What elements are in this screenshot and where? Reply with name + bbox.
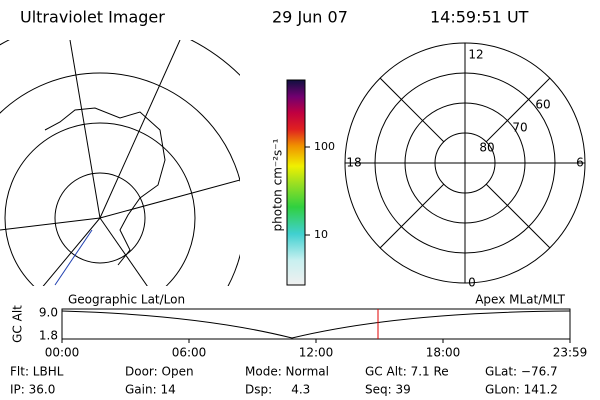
map bbox=[0, 40, 240, 286]
status-field: Gain: 14 bbox=[125, 383, 176, 397]
status-field: Dsp: 4.3 bbox=[245, 383, 310, 397]
geo-label: Geographic Lat/Lon bbox=[68, 293, 185, 307]
lat-label: 60 bbox=[535, 98, 550, 112]
title: Ultraviolet Imager bbox=[20, 8, 165, 27]
x-tick-label: 12:00 bbox=[299, 346, 334, 360]
status-field: IP: 36.0 bbox=[10, 383, 55, 397]
x-tick-label: 23:59 bbox=[553, 346, 588, 360]
status-field: Door: Open bbox=[125, 365, 194, 379]
status-field: GLon: 141.2 bbox=[485, 383, 558, 397]
status-field: Mode: Normal bbox=[245, 365, 329, 379]
colorbar-tick-label: 10 bbox=[314, 228, 328, 241]
apex-label: Apex MLat/MLT bbox=[475, 293, 565, 307]
y-axis-label: GC Alt bbox=[11, 305, 25, 343]
y-tick-label: 9.0 bbox=[39, 306, 58, 320]
status-field: Seq: 39 bbox=[365, 383, 411, 397]
date: 29 Jun 07 bbox=[272, 8, 348, 27]
mlt-label: 6 bbox=[576, 156, 584, 170]
colorbar-tick-label: 100 bbox=[314, 140, 335, 153]
altitude-frame bbox=[61, 308, 571, 340]
status-field: GLat: −76.7 bbox=[485, 365, 558, 379]
time: 14:59:51 UT bbox=[430, 8, 529, 27]
mlt-label: 12 bbox=[468, 48, 483, 62]
status-field: GC Alt: 7.1 Re bbox=[365, 365, 449, 379]
x-tick-label: 00:00 bbox=[45, 346, 80, 360]
mlt-label: 18 bbox=[346, 156, 361, 170]
x-tick-label: 18:00 bbox=[426, 346, 461, 360]
status-field: Flt: LBHL bbox=[10, 365, 64, 379]
altitude-curve bbox=[61, 310, 571, 339]
y-tick-label: 1.8 bbox=[39, 329, 58, 343]
lat-label: 70 bbox=[512, 121, 527, 135]
polar-grid bbox=[344, 42, 586, 284]
mlt-label: 0 bbox=[468, 276, 476, 290]
colorbar-label: photon cm⁻²s⁻¹ bbox=[271, 138, 285, 231]
x-tick-label: 06:00 bbox=[172, 346, 207, 360]
colorbar bbox=[286, 79, 306, 286]
lat-label: 80 bbox=[479, 141, 494, 155]
